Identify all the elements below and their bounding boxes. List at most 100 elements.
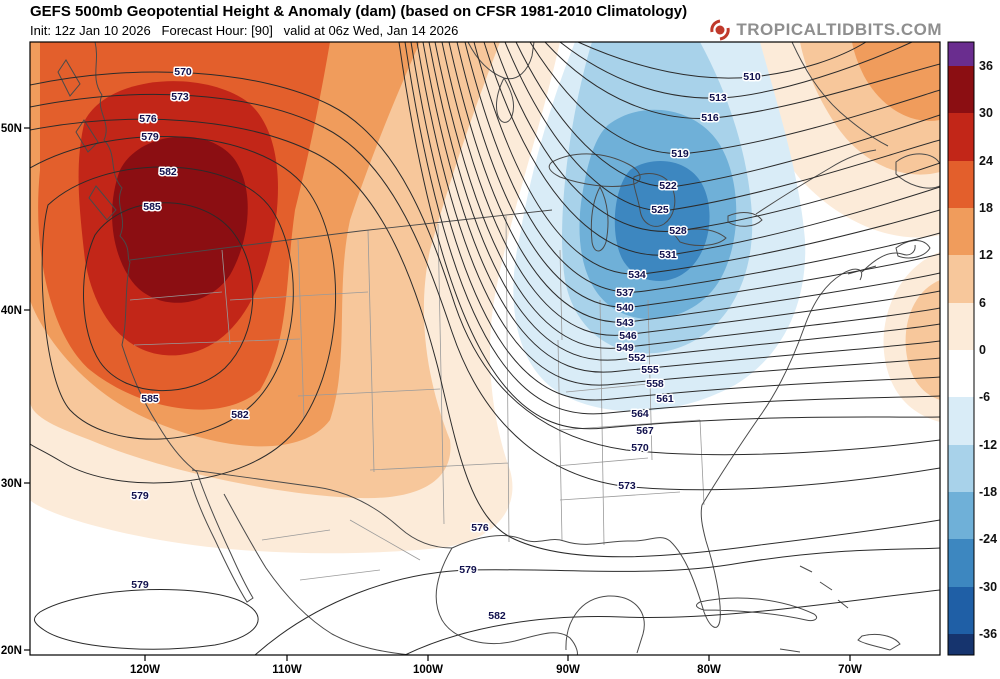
contour-label: 510	[743, 71, 761, 83]
colorbar-tick: 18	[979, 201, 993, 215]
lon-label: 80W	[697, 664, 721, 676]
colorbar-segment	[948, 161, 974, 208]
contour-label: 531	[659, 249, 677, 261]
contour-label: 582	[488, 610, 506, 622]
contour-label: 555	[641, 364, 659, 376]
contour-576-west	[30, 118, 940, 558]
lon-label: 120W	[130, 664, 160, 676]
contour-label: 564	[631, 408, 649, 420]
colorbar-tick: 6	[979, 296, 986, 310]
colorbar-segment	[948, 634, 974, 655]
colorbar-segment	[948, 587, 974, 634]
colorbar-border	[947, 41, 975, 656]
contour-label: 579	[131, 579, 149, 591]
contour-558	[416, 42, 940, 386]
contour-label: 561	[656, 393, 674, 405]
lat-label: 30N	[1, 478, 22, 490]
colorbar-tick: -30	[979, 580, 997, 594]
contour-531	[483, 42, 940, 256]
contour-label: 522	[659, 180, 677, 192]
contour-516	[544, 42, 940, 119]
contour-510	[577, 42, 867, 79]
contour-label: 570	[631, 442, 649, 454]
colorbar-segment	[948, 539, 974, 587]
colorbar: 36 30 24 18 12 6 0 -6 -12 -18 -24 -30 -3…	[947, 41, 997, 656]
contour-label: 585	[143, 201, 161, 213]
contour-579-loop	[30, 136, 337, 484]
contour-label: 543	[616, 317, 634, 329]
contour-585-loop	[83, 202, 254, 392]
contour-label: 513	[709, 92, 727, 104]
contour-561	[410, 42, 940, 401]
contour-label: 570	[174, 66, 192, 78]
contour-537	[464, 42, 940, 293]
colorbar-segment	[948, 445, 974, 492]
lat-label: 20N	[1, 645, 22, 657]
colorbar-segment	[948, 42, 974, 66]
contour-519	[529, 42, 940, 155]
contour-label: 525	[651, 204, 669, 216]
contour-570-west	[30, 71, 940, 456]
contour-label: 558	[646, 378, 664, 390]
lon-label: 70W	[838, 664, 862, 676]
lat-label: 40N	[1, 305, 22, 317]
contour-540	[456, 42, 940, 308]
colorbar-segment	[948, 350, 974, 397]
contour-label: 567	[636, 425, 654, 437]
contour-label: 534	[628, 269, 646, 281]
contour-label: 540	[616, 302, 634, 314]
contour-564	[404, 42, 940, 415]
contour-543	[448, 42, 940, 323]
colorbar-segment	[948, 255, 974, 303]
lat-axis: 50N 40N 30N 20N	[1, 123, 30, 657]
contour-573-west	[30, 93, 940, 491]
contour-label: 576	[471, 522, 489, 534]
colorbar-tick: -12	[979, 438, 997, 452]
coastlines	[57, 42, 940, 655]
colorbar-segment	[948, 492, 974, 539]
colorbar-segment	[948, 66, 974, 113]
national-borders	[129, 209, 553, 549]
great-lakes	[548, 153, 763, 252]
contour-label: 519	[671, 148, 689, 160]
colorbar-tick: 30	[979, 106, 993, 120]
colorbar-segment	[948, 113, 974, 161]
lon-label: 100W	[413, 664, 443, 676]
contour-label: 516	[701, 112, 719, 124]
lon-axis: 120W 110W 100W 90W 80W 70W	[130, 655, 862, 676]
contour-513	[559, 42, 913, 99]
contour-579-south	[254, 547, 940, 655]
map-frame	[29, 41, 941, 656]
contour-555	[422, 42, 940, 373]
anomaly-band-neg-4	[614, 160, 710, 282]
contour-label: 573	[618, 480, 636, 492]
contour-lines	[30, 42, 940, 655]
colorbar-tick: 12	[979, 248, 993, 262]
colorbar-tick: -24	[979, 532, 997, 546]
colorbar-segment	[948, 208, 974, 255]
contour-534	[473, 42, 940, 275]
lon-label: 90W	[556, 664, 580, 676]
contour-labels: 570 573 576 579 582 585 585 582 579 579 …	[130, 65, 763, 624]
contour-579-oval	[34, 589, 259, 650]
lat-label: 50N	[1, 123, 22, 135]
contour-522	[515, 42, 940, 188]
contour-label: 546	[619, 330, 637, 342]
contour-label: 582	[231, 409, 249, 421]
watermark-text: TROPICALTIDBITS.COM	[736, 20, 942, 39]
contour-label: 585	[141, 393, 159, 405]
contour-582-south	[404, 589, 940, 655]
anomaly-shading	[30, 42, 940, 554]
colorbar-tick: -6	[979, 390, 990, 404]
contour-label: 528	[669, 225, 687, 237]
site-watermark[interactable]: TROPICALTIDBITS.COM	[709, 19, 942, 41]
colorbar-tick: -18	[979, 485, 997, 499]
contour-label: 582	[159, 166, 177, 178]
contour-label: 537	[616, 287, 634, 299]
contour-label: 579	[131, 490, 149, 502]
cyclone-logo-icon	[710, 19, 731, 41]
contour-label: 579	[141, 131, 159, 143]
colorbar-tick: 24	[979, 154, 993, 168]
